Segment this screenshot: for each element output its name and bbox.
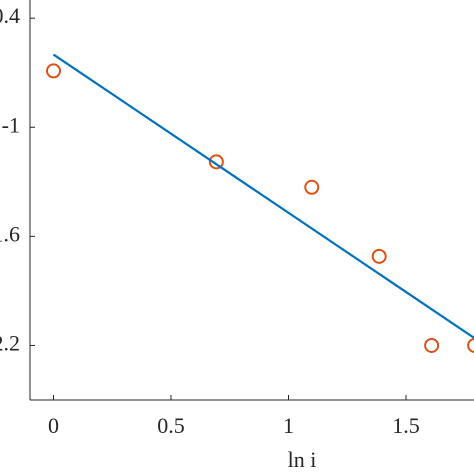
data-point <box>424 337 440 353</box>
y-tick-label: -1.6 <box>0 221 20 246</box>
x-tick-label: 1 <box>283 413 294 438</box>
data-point <box>46 63 61 79</box>
data-point <box>304 179 320 195</box>
x-tick-label: 1.5 <box>392 413 420 438</box>
x-axis-label: ln i <box>288 447 317 472</box>
data-point <box>208 154 224 170</box>
x-tick-label: 0 <box>48 413 59 438</box>
data-point <box>371 248 387 264</box>
x-tick-label: 0.5 <box>157 413 185 438</box>
y-tick-label: -0.4 <box>0 3 20 28</box>
data-point <box>467 337 474 353</box>
fit-line <box>52 53 474 340</box>
y-tick-label: -2.2 <box>0 331 20 356</box>
y-tick-label: -1 <box>2 112 20 137</box>
